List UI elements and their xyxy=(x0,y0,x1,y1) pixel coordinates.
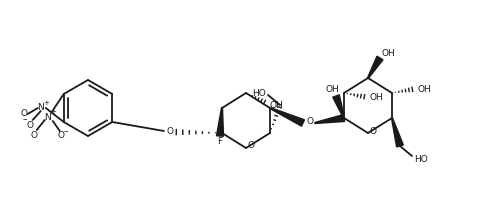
Polygon shape xyxy=(315,114,344,124)
Text: O: O xyxy=(167,127,173,135)
Text: OH: OH xyxy=(325,86,339,95)
Text: HO: HO xyxy=(252,89,266,97)
Text: O: O xyxy=(369,127,376,135)
Polygon shape xyxy=(270,108,305,126)
Text: OH: OH xyxy=(417,84,431,94)
Text: –: – xyxy=(23,116,27,124)
Text: OH: OH xyxy=(269,100,283,110)
Polygon shape xyxy=(333,95,344,118)
Polygon shape xyxy=(217,108,224,136)
Text: OH: OH xyxy=(381,49,395,57)
Polygon shape xyxy=(391,118,403,147)
Text: OH: OH xyxy=(369,92,383,102)
Text: +: + xyxy=(43,100,49,106)
Text: O: O xyxy=(307,116,313,125)
Text: F: F xyxy=(217,138,223,146)
Text: O: O xyxy=(248,141,254,151)
Text: +: + xyxy=(50,109,56,115)
Text: O: O xyxy=(20,110,27,119)
Text: O: O xyxy=(30,130,37,140)
Text: N: N xyxy=(37,103,44,113)
Text: O: O xyxy=(57,132,64,140)
Text: –: – xyxy=(64,127,68,137)
Polygon shape xyxy=(367,56,383,78)
Text: O: O xyxy=(26,121,33,130)
Text: HO: HO xyxy=(414,154,428,164)
Text: N: N xyxy=(45,113,51,121)
